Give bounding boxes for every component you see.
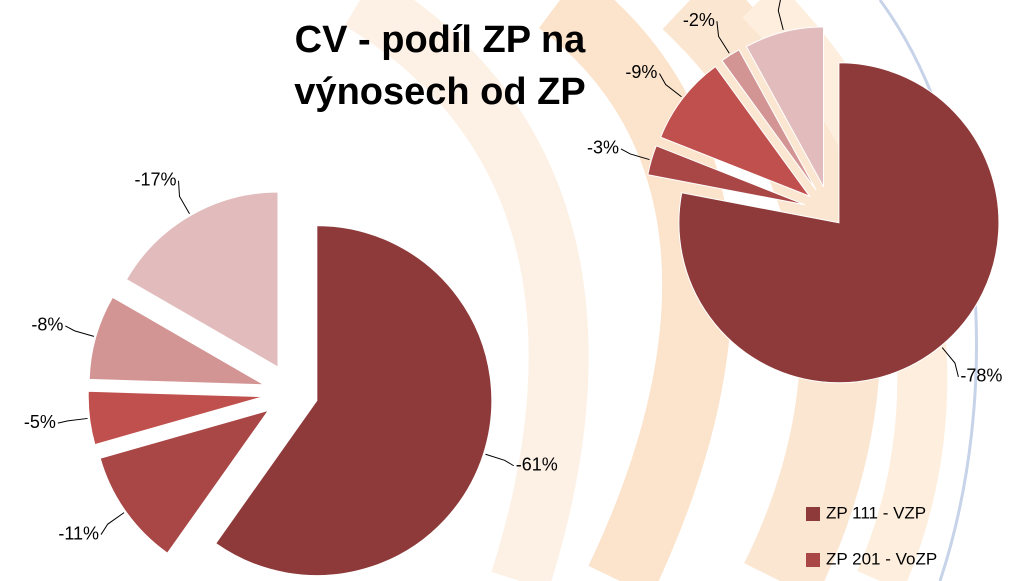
data-label: -2% [683,10,715,30]
leader-line [65,326,94,336]
legend-label: ZP 111 - VZP [826,503,926,522]
page: -61% -11% -5% -8% -17% -78% -3% -9% -2% -8% ZP 111… [0,0,1019,581]
data-label: -9% [625,62,657,82]
legend-swatch [806,507,820,521]
leader-line [101,513,124,535]
data-label: -11% [58,523,99,543]
data-label: -5% [24,412,56,432]
leader-line [179,181,190,214]
data-label: -8% [748,0,780,2]
chart-title: CV - podíl ZP na výnosech od ZP [255,14,625,118]
data-label: -61% [516,455,558,475]
data-label: -3% [587,138,619,158]
data-label: -17% [134,170,176,190]
legend-swatch [806,553,820,567]
legend-label: ZP 201 - VoZP [826,549,937,568]
data-label: -78% [960,366,1002,386]
leader-line [58,418,88,423]
leader-line [485,454,513,466]
data-label: -8% [31,315,63,335]
